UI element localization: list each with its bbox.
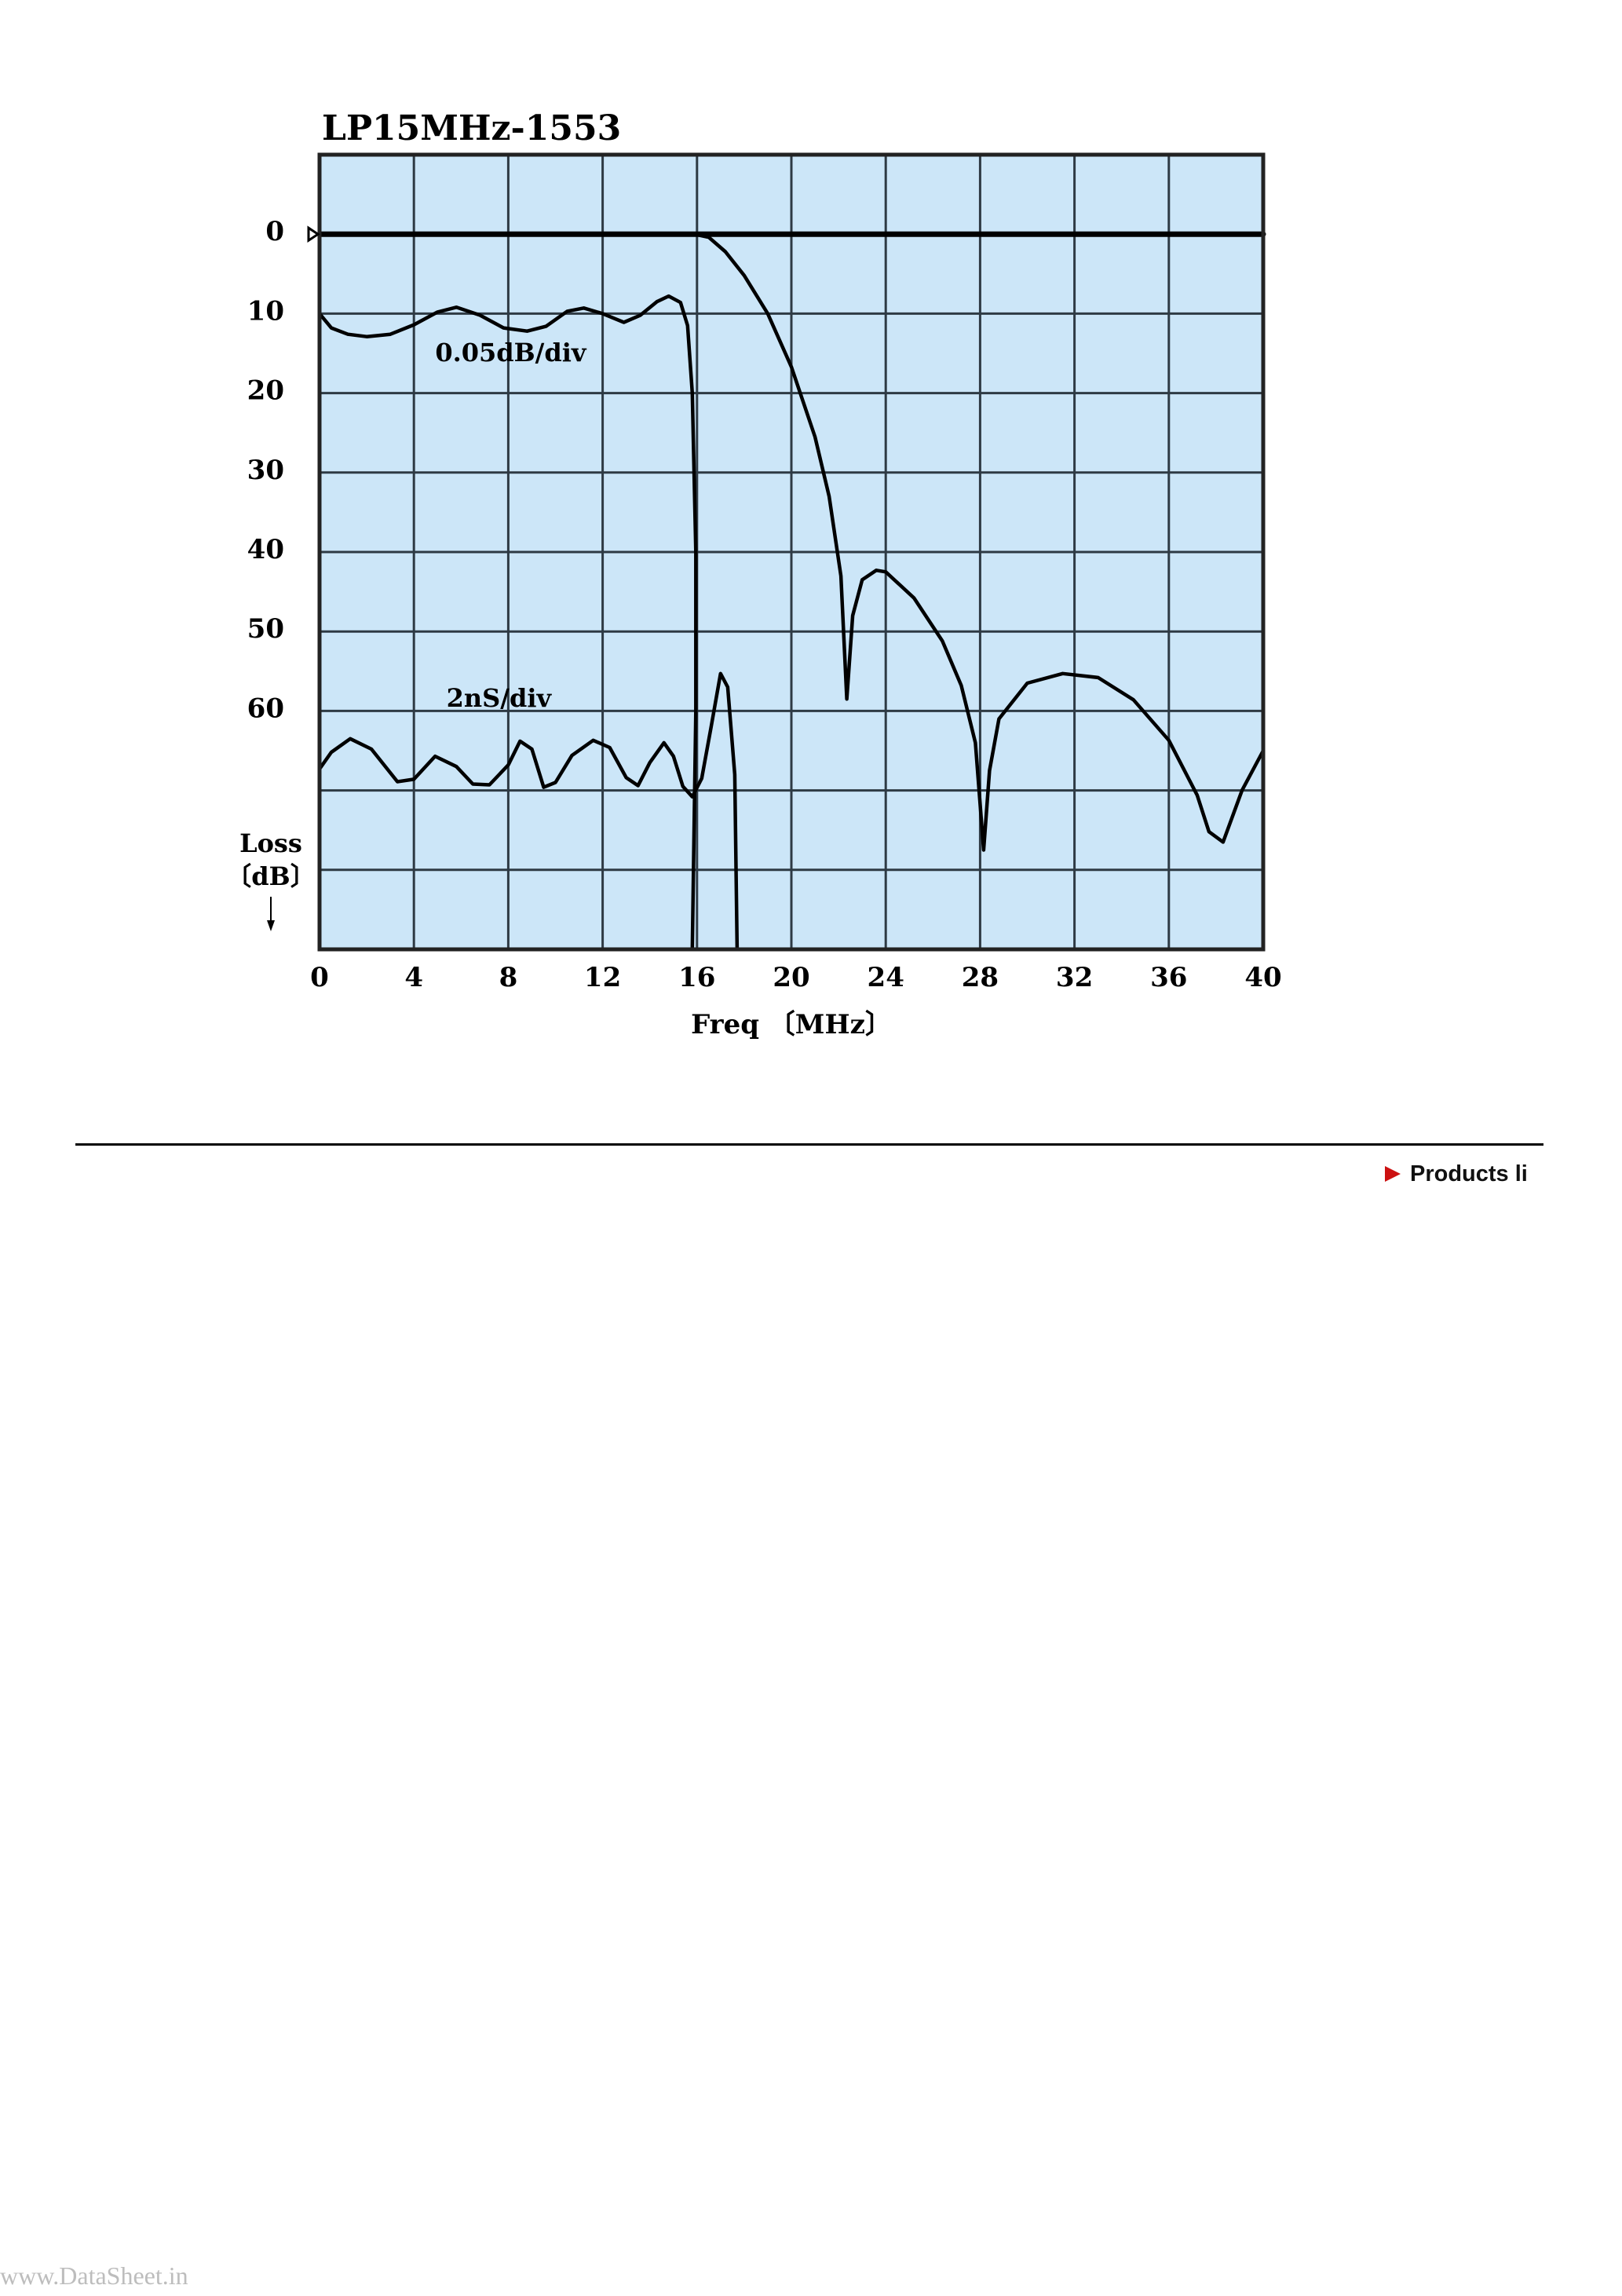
chart-title: LP15MHz-1553: [322, 108, 621, 148]
x-tick-label: 12: [584, 962, 621, 993]
x-tick-label: 0: [310, 962, 329, 993]
x-tick-label: 32: [1056, 962, 1093, 993]
annotation-label: 0.05dB/div: [435, 338, 587, 367]
data-curves: [316, 231, 1266, 952]
y-tick-label: 60: [247, 693, 284, 724]
triangle-right-icon: [1385, 1166, 1401, 1182]
series-3: [317, 671, 740, 952]
x-tick-label: 4: [404, 962, 423, 993]
down-arrow-icon: [267, 897, 275, 931]
products-link-label: Products li: [1410, 1161, 1528, 1186]
x-tick-label: 24: [868, 962, 904, 993]
x-tick-label: 8: [499, 962, 518, 993]
watermark: www.DataSheet.in: [0, 2261, 188, 2290]
plot-frame: [317, 152, 1266, 952]
footer-divider: [75, 1143, 1543, 1146]
y-tick-label: 0: [265, 216, 284, 247]
x-tick-label: 16: [678, 962, 715, 993]
x-tick-label: 36: [1150, 962, 1187, 993]
series-1: [317, 232, 1266, 852]
filter-response-chart: LP15MHz-1553 0 10 20 30 40 50 60 0 4 8 12 16 20 24 28…: [226, 108, 1282, 1040]
y-axis-label-unit: 〔dB〕: [226, 861, 315, 891]
annotations: 0.05dB/div 2nS/div: [435, 338, 587, 713]
y-tick-label: 50: [247, 613, 284, 645]
y-tick-label: 30: [247, 455, 284, 486]
x-tick-label: 28: [962, 962, 999, 993]
y-tick-label: 10: [247, 295, 284, 327]
y-axis-tick-labels: 0 10 20 30 40 50 60: [247, 216, 284, 724]
x-tick-label: 40: [1244, 962, 1281, 993]
y-tick-label: 20: [247, 375, 284, 407]
x-axis-tick-labels: 0 4 8 12 16 20 24 28 32 36 40: [310, 962, 1282, 993]
series-2: [317, 294, 698, 952]
reference-triangle-icon: [307, 225, 320, 243]
products-link[interactable]: Products li: [1385, 1161, 1543, 1187]
x-tick-label: 20: [773, 962, 809, 993]
y-axis-label-loss: Loss: [239, 828, 302, 858]
y-tick-label: 40: [247, 534, 284, 565]
annotation-label: 2nS/div: [447, 683, 553, 713]
x-axis-label: Freq 〔MHz〕: [691, 1009, 892, 1040]
